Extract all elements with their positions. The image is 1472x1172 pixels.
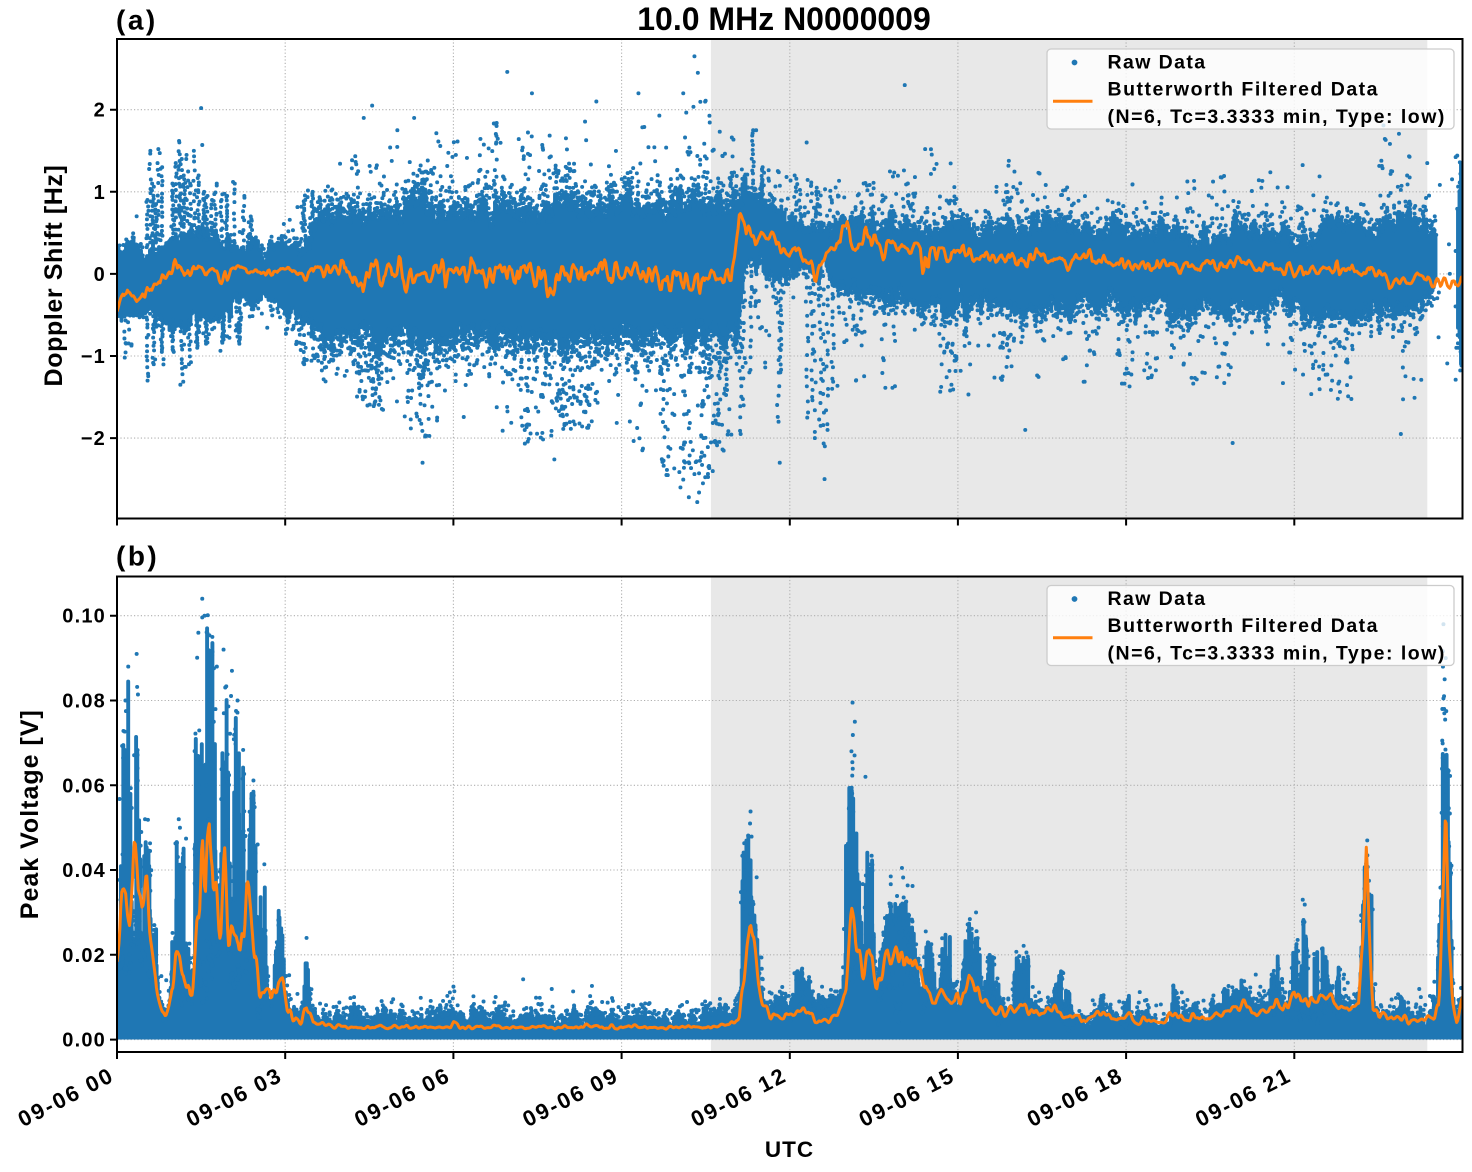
svg-text:0.10: 0.10: [62, 606, 106, 628]
svg-text:Butterworth Filtered Data: Butterworth Filtered Data: [1108, 79, 1380, 101]
svg-text:Peak Voltage [V]: Peak Voltage [V]: [16, 709, 44, 919]
svg-text:0.04: 0.04: [62, 860, 106, 882]
svg-text:Doppler Shift [Hz]: Doppler Shift [Hz]: [40, 165, 68, 387]
svg-text:1: 1: [94, 182, 106, 204]
svg-text:0.06: 0.06: [62, 775, 106, 797]
svg-text:UTC: UTC: [765, 1137, 814, 1162]
svg-text:10.0 MHz N0000009: 10.0 MHz N0000009: [637, 1, 931, 37]
svg-text:−2: −2: [81, 428, 106, 450]
svg-text:−1: −1: [81, 346, 106, 368]
svg-text:0: 0: [94, 264, 106, 286]
svg-text:0.08: 0.08: [62, 691, 106, 713]
svg-text:0.02: 0.02: [62, 945, 106, 967]
svg-text:Raw Data: Raw Data: [1108, 588, 1207, 610]
svg-text:(N=6, Tc=3.3333 min, Type: low: (N=6, Tc=3.3333 min, Type: low): [1108, 643, 1446, 665]
svg-text:(b): (b): [116, 541, 159, 572]
svg-text:(N=6, Tc=3.3333 min, Type: low: (N=6, Tc=3.3333 min, Type: low): [1108, 106, 1446, 128]
svg-text:Butterworth Filtered Data: Butterworth Filtered Data: [1108, 615, 1380, 637]
svg-text:2: 2: [94, 100, 106, 122]
svg-text:Raw Data: Raw Data: [1108, 52, 1207, 74]
svg-text:0.00: 0.00: [62, 1030, 106, 1052]
svg-text:(a): (a): [116, 5, 158, 36]
